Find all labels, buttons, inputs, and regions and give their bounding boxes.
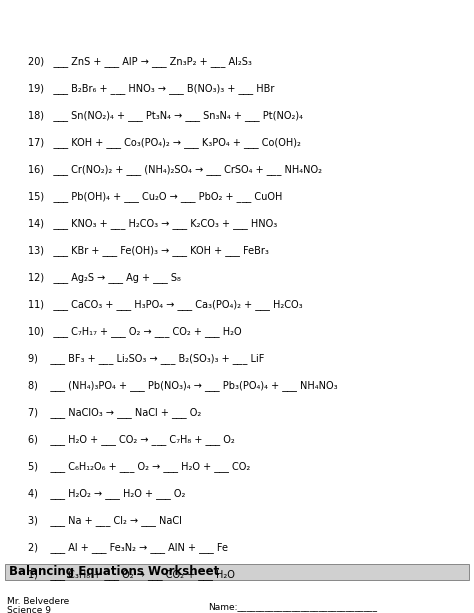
Text: 15)   ___ Pb(OH)₄ + ___ Cu₂O → ___ PbO₂ + ___ CuOH: 15) ___ Pb(OH)₄ + ___ Cu₂O → ___ PbO₂ + …	[28, 191, 283, 202]
Text: 7)    ___ NaClO₃ → ___ NaCl + ___ O₂: 7) ___ NaClO₃ → ___ NaCl + ___ O₂	[28, 407, 202, 418]
Text: 13)   ___ KBr + ___ Fe(OH)₃ → ___ KOH + ___ FeBr₃: 13) ___ KBr + ___ Fe(OH)₃ → ___ KOH + __…	[28, 245, 269, 256]
Text: 3)    ___ Na + ___ Cl₂ → ___ NaCl: 3) ___ Na + ___ Cl₂ → ___ NaCl	[28, 515, 182, 526]
Text: Balancing Equations Worksheet: Balancing Equations Worksheet	[9, 565, 220, 579]
Text: 9)    ___ BF₃ + ___ Li₂SO₃ → ___ B₂(SO₃)₃ + ___ LiF: 9) ___ BF₃ + ___ Li₂SO₃ → ___ B₂(SO₃)₃ +…	[28, 353, 265, 364]
Text: 12)   ___ Ag₂S → ___ Ag + ___ S₈: 12) ___ Ag₂S → ___ Ag + ___ S₈	[28, 272, 182, 283]
Text: 8)    ___ (NH₄)₃PO₄ + ___ Pb(NO₃)₄ → ___ Pb₃(PO₄)₄ + ___ NH₄NO₃: 8) ___ (NH₄)₃PO₄ + ___ Pb(NO₃)₄ → ___ Pb…	[28, 380, 338, 391]
Text: 5)    ___ C₆H₁₂O₆ + ___ O₂ → ___ H₂O + ___ CO₂: 5) ___ C₆H₁₂O₆ + ___ O₂ → ___ H₂O + ___ …	[28, 461, 251, 472]
Text: 6)    ___ H₂O + ___ CO₂ → ___ C₇H₈ + ___ O₂: 6) ___ H₂O + ___ CO₂ → ___ C₇H₈ + ___ O₂	[28, 434, 235, 445]
FancyBboxPatch shape	[5, 564, 469, 580]
Text: 1)    ___ C₃H₈ + ___ O₂ → ___ CO₂ + ___ H₂O: 1) ___ C₃H₈ + ___ O₂ → ___ CO₂ + ___ H₂O	[28, 569, 235, 580]
Text: 16)   ___ Cr(NO₂)₂ + ___ (NH₄)₂SO₄ → ___ CrSO₄ + ___ NH₄NO₂: 16) ___ Cr(NO₂)₂ + ___ (NH₄)₂SO₄ → ___ C…	[28, 164, 322, 175]
Text: 17)   ___ KOH + ___ Co₃(PO₄)₂ → ___ K₃PO₄ + ___ Co(OH)₂: 17) ___ KOH + ___ Co₃(PO₄)₂ → ___ K₃PO₄ …	[28, 137, 301, 148]
Text: 2)    ___ Al + ___ Fe₃N₂ → ___ AlN + ___ Fe: 2) ___ Al + ___ Fe₃N₂ → ___ AlN + ___ Fe	[28, 542, 228, 553]
Text: Name:_______________________________: Name:_______________________________	[209, 602, 378, 611]
Text: 19)   ___ B₂Br₆ + ___ HNO₃ → ___ B(NO₃)₃ + ___ HBr: 19) ___ B₂Br₆ + ___ HNO₃ → ___ B(NO₃)₃ +…	[28, 83, 275, 94]
Text: Science 9: Science 9	[7, 606, 51, 613]
Text: 11)   ___ CaCO₃ + ___ H₃PO₄ → ___ Ca₃(PO₄)₂ + ___ H₂CO₃: 11) ___ CaCO₃ + ___ H₃PO₄ → ___ Ca₃(PO₄)…	[28, 299, 303, 310]
Text: 18)   ___ Sn(NO₂)₄ + ___ Pt₃N₄ → ___ Sn₃N₄ + ___ Pt(NO₂)₄: 18) ___ Sn(NO₂)₄ + ___ Pt₃N₄ → ___ Sn₃N₄…	[28, 110, 303, 121]
Text: 10)   ___ C₇H₁₇ + ___ O₂ → ___ CO₂ + ___ H₂O: 10) ___ C₇H₁₇ + ___ O₂ → ___ CO₂ + ___ H…	[28, 326, 242, 337]
Text: 14)   ___ KNO₃ + ___ H₂CO₃ → ___ K₂CO₃ + ___ HNO₃: 14) ___ KNO₃ + ___ H₂CO₃ → ___ K₂CO₃ + _…	[28, 218, 278, 229]
Text: 4)    ___ H₂O₂ → ___ H₂O + ___ O₂: 4) ___ H₂O₂ → ___ H₂O + ___ O₂	[28, 488, 186, 499]
Text: 20)   ___ ZnS + ___ AlP → ___ Zn₃P₂ + ___ Al₂S₃: 20) ___ ZnS + ___ AlP → ___ Zn₃P₂ + ___ …	[28, 56, 252, 67]
Text: Mr. Belvedere: Mr. Belvedere	[7, 597, 69, 606]
